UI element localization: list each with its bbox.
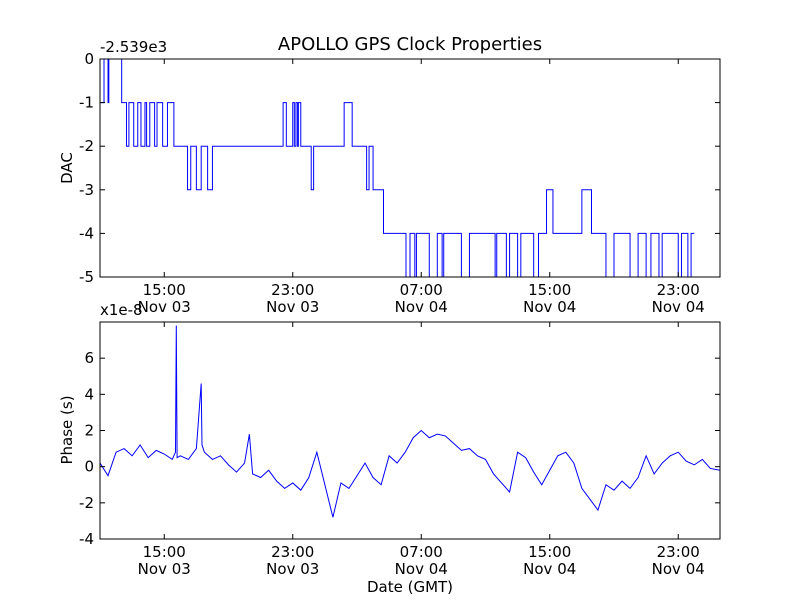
- phase-x-tick-label-time: 15:00: [143, 543, 186, 561]
- phase-x-tick-label-time: 23:00: [657, 543, 700, 561]
- dac-y-tick-label: 0: [84, 50, 94, 68]
- dac-series-layer: [100, 58, 695, 278]
- dac-x-tick-label-date: Nov 04: [652, 298, 705, 316]
- dac-x-tick-label-time: 15:00: [143, 281, 186, 299]
- phase-x-tick-label-date: Nov 03: [266, 560, 319, 578]
- phase-series-layer: [99, 325, 721, 518]
- phase-y-tick-label: 2: [84, 422, 94, 440]
- phase-y-tick-label: 0: [84, 458, 94, 476]
- phase-x-tick-label-time: 23:00: [271, 543, 314, 561]
- chart-title: APOLLO GPS Clock Properties: [278, 34, 542, 55]
- phase-x-tick-label-date: Nov 04: [652, 560, 705, 578]
- phase-y-tick-label: -4: [79, 530, 94, 548]
- phase-y-tick-label: 4: [84, 385, 94, 403]
- dac-x-tick-label-time: 23:00: [271, 281, 314, 299]
- phase-offset-label: x1e-8: [100, 301, 143, 319]
- dac-y-tick-label: -2: [79, 137, 94, 155]
- dac-offset-label: -2.539e3: [100, 38, 167, 56]
- phase-y-axis-label: Phase (s): [58, 395, 76, 464]
- dac-y-tick-label: -4: [79, 224, 94, 242]
- phase-y-tick-label: 6: [84, 349, 94, 367]
- phase-series-line: [99, 325, 721, 518]
- dac-x-tick-label-date: Nov 04: [395, 298, 448, 316]
- phase-x-tick-label-time: 15:00: [528, 543, 571, 561]
- dac-x-tick-label-time: 23:00: [657, 281, 700, 299]
- phase-x-tick-label-time: 07:00: [400, 543, 443, 561]
- dac-x-tick-label-time: 07:00: [400, 281, 443, 299]
- phase-x-tick-label-date: Nov 04: [395, 560, 448, 578]
- phase-x-tick-label-date: Nov 04: [523, 560, 576, 578]
- phase-x-tick-label-date: Nov 03: [138, 560, 191, 578]
- dac-x-tick-label-date: Nov 03: [138, 298, 191, 316]
- dac-y-tick-label: -3: [79, 181, 94, 199]
- dac-plot-frame: [99, 58, 721, 278]
- dac-y-axis-label: DAC: [58, 152, 76, 184]
- phase-x-axis-label: Date (GMT): [367, 578, 453, 596]
- dac-series-line: [100, 58, 695, 278]
- phase-plot-area: [100, 322, 720, 539]
- dac-y-tick-label: -5: [79, 268, 94, 286]
- dac-y-tick-label: -1: [79, 94, 94, 112]
- dac-x-tick-label-date: Nov 03: [266, 298, 319, 316]
- dac-x-tick-label-time: 15:00: [528, 281, 571, 299]
- phase-y-tick-label: -2: [79, 494, 94, 512]
- dac-x-tick-label-date: Nov 04: [523, 298, 576, 316]
